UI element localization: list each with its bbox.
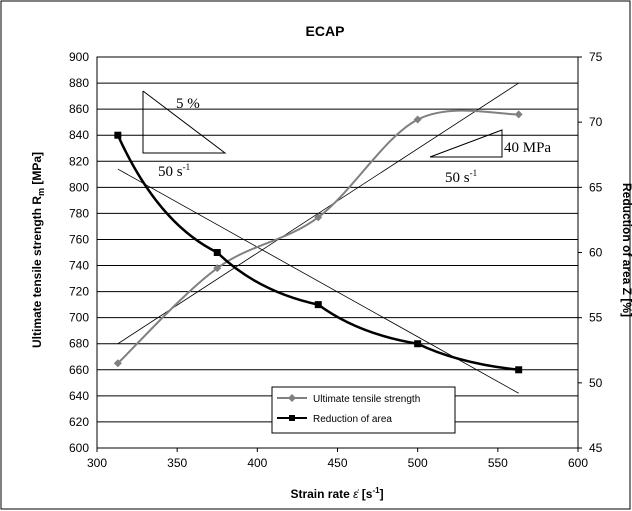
y-left-tick-label: 680	[69, 337, 89, 351]
y-left-tick-label: 900	[69, 50, 89, 64]
y-left-tick-label: 780	[69, 206, 89, 220]
annotation-50-s-right: 50 s-1	[445, 168, 477, 186]
y-right-tick-label: 45	[589, 441, 603, 455]
y-left-tick-label: 640	[69, 389, 89, 403]
y-right-tick-label: 75	[589, 50, 603, 64]
annotation-5-percent: 5 %	[176, 96, 200, 112]
x-tick-label: 400	[247, 456, 267, 470]
legend-label-roa: Reduction of area	[313, 414, 392, 425]
y-right-axis-label: Reduction of area Z [%]	[620, 183, 632, 317]
annotation-40-mpa: 40 MPa	[504, 140, 551, 156]
data-point-diamond	[514, 110, 523, 119]
data-point-square	[213, 249, 221, 256]
data-point-square	[414, 340, 422, 348]
y-right-tick-label: 65	[589, 180, 603, 194]
x-tick-label: 550	[488, 456, 508, 470]
data-point-diamond	[113, 359, 122, 368]
y-left-tick-label: 880	[69, 76, 89, 90]
annotation-50-s-left: 50 s-1	[158, 162, 190, 180]
y-left-tick-label: 760	[69, 232, 89, 246]
legend-marker-diamond	[288, 394, 296, 402]
y-right-tick-label: 60	[589, 246, 603, 260]
y-right-tick-label: 70	[589, 115, 603, 129]
y-left-tick-label: 740	[69, 259, 89, 273]
y-left-tick-label: 860	[69, 102, 89, 116]
y-left-tick-label: 820	[69, 154, 89, 168]
y-right-axis-ticks: 45 50 55 60 65 70 75	[578, 50, 603, 455]
y-left-tick-label: 620	[69, 415, 89, 429]
y-left-tick-label: 720	[69, 285, 89, 299]
data-point-diamond	[213, 264, 222, 273]
x-tick-label: 300	[87, 456, 107, 470]
y-right-tick-label: 55	[589, 311, 603, 325]
legend-label-uts: Ultimate tensile strength	[313, 394, 420, 405]
data-point-square	[114, 131, 122, 139]
data-point-diamond	[314, 213, 323, 222]
x-tick-label: 350	[167, 456, 187, 470]
x-tick-label: 600	[568, 456, 588, 470]
legend: Ultimate tensile strength Reduction of a…	[271, 386, 456, 434]
y-left-tick-label: 840	[69, 128, 89, 142]
x-axis-label: Strain rate ε̇ [s-1]	[290, 486, 383, 501]
y-left-tick-label: 600	[69, 441, 89, 455]
chart-title: ECAP	[306, 23, 345, 39]
x-tick-label: 450	[327, 456, 347, 470]
y-left-tick-label: 800	[69, 180, 89, 194]
x-axis-ticks: 300 350 400 450 500 550 600	[87, 448, 588, 470]
x-tick-label: 500	[408, 456, 428, 470]
legend-marker-square	[289, 415, 295, 421]
series-layer	[113, 109, 523, 374]
annotation-slope-triangle-left	[142, 90, 227, 154]
y-left-tick-label: 700	[69, 311, 89, 325]
data-point-square	[314, 301, 322, 309]
legend-box	[271, 386, 456, 434]
y-left-axis-ticks: 600 620 640 660 680 700 720 740 760 780 800 820 840 8…	[69, 50, 89, 455]
annotation-slope-triangle-right	[429, 129, 503, 158]
y-left-axis-label: Ultimate tensile strength Rm [MPa]	[30, 152, 46, 348]
y-left-tick-label: 660	[69, 363, 89, 377]
y-right-tick-label: 50	[589, 376, 603, 390]
data-point-diamond	[413, 115, 422, 124]
data-point-square	[515, 366, 523, 374]
